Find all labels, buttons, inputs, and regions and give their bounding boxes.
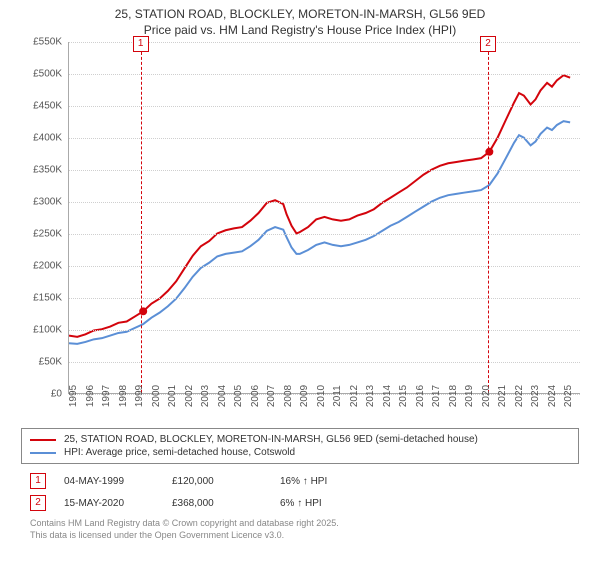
x-axis: 1995199619971998199920002001200220032004… xyxy=(68,394,580,422)
gridline-h xyxy=(69,138,580,139)
gridline-h xyxy=(69,362,580,363)
y-tick-label: £350K xyxy=(33,165,62,176)
event-delta: 6% ↑ HPI xyxy=(280,498,370,509)
legend-row-red: 25, STATION ROAD, BLOCKLEY, MORETON-IN-M… xyxy=(30,433,570,446)
x-tick-label: 2025 xyxy=(563,385,589,407)
gridline-h xyxy=(69,106,580,107)
marker-line-2 xyxy=(488,42,489,393)
y-tick-label: £450K xyxy=(33,101,62,112)
legend-label-blue: HPI: Average price, semi-detached house,… xyxy=(64,447,295,458)
y-tick-label: £100K xyxy=(33,325,62,336)
series-svg xyxy=(69,42,580,393)
event-delta: 16% ↑ HPI xyxy=(280,476,370,487)
marker-dot-2 xyxy=(485,148,493,156)
gridline-h xyxy=(69,298,580,299)
marker-badge-2: 2 xyxy=(480,36,496,52)
y-tick-label: £250K xyxy=(33,229,62,240)
footer: Contains HM Land Registry data © Crown c… xyxy=(30,518,570,541)
y-tick-label: £550K xyxy=(33,37,62,48)
chart-area: £0 £50K £100K £150K £200K £250K £300K £350K £400… xyxy=(20,42,580,422)
legend-swatch-blue xyxy=(30,452,56,454)
y-tick-label: £0 xyxy=(51,389,62,400)
event-badge-2: 2 xyxy=(30,495,46,511)
marker-badge-1: 1 xyxy=(133,36,149,52)
plot-area: 12 xyxy=(68,42,580,394)
y-tick-label: £150K xyxy=(33,293,62,304)
legend-row-blue: HPI: Average price, semi-detached house,… xyxy=(30,446,570,459)
title-line2: Price paid vs. HM Land Registry's House … xyxy=(0,22,600,38)
title-line1: 25, STATION ROAD, BLOCKLEY, MORETON-IN-M… xyxy=(0,6,600,22)
gridline-h xyxy=(69,234,580,235)
events-table: 1 04-MAY-1999 £120,000 16% ↑ HPI 2 15-MAY-202… xyxy=(30,470,570,514)
event-date: 04-MAY-1999 xyxy=(64,476,154,487)
y-tick-label: £500K xyxy=(33,69,62,80)
legend-swatch-red xyxy=(30,439,56,441)
gridline-h xyxy=(69,74,580,75)
y-tick-label: £400K xyxy=(33,133,62,144)
y-axis: £0 £50K £100K £150K £200K £250K £300K £350K £400… xyxy=(20,42,64,422)
event-row-1: 1 04-MAY-1999 £120,000 16% ↑ HPI xyxy=(30,470,570,492)
gridline-h xyxy=(69,266,580,267)
event-badge-1: 1 xyxy=(30,473,46,489)
event-price: £120,000 xyxy=(172,476,262,487)
gridline-h xyxy=(69,170,580,171)
gridline-h xyxy=(69,330,580,331)
marker-line-1 xyxy=(141,42,142,393)
y-tick-label: £300K xyxy=(33,197,62,208)
event-price: £368,000 xyxy=(172,498,262,509)
chart-title: 25, STATION ROAD, BLOCKLEY, MORETON-IN-M… xyxy=(0,6,600,38)
y-tick-label: £50K xyxy=(39,357,62,368)
footer-line2: This data is licensed under the Open Gov… xyxy=(30,530,570,542)
y-tick-label: £200K xyxy=(33,261,62,272)
legend-label-red: 25, STATION ROAD, BLOCKLEY, MORETON-IN-M… xyxy=(64,434,478,445)
footer-line1: Contains HM Land Registry data © Crown c… xyxy=(30,518,570,530)
legend: 25, STATION ROAD, BLOCKLEY, MORETON-IN-M… xyxy=(21,428,579,464)
event-row-2: 2 15-MAY-2020 £368,000 6% ↑ HPI xyxy=(30,492,570,514)
event-date: 15-MAY-2020 xyxy=(64,498,154,509)
gridline-h xyxy=(69,202,580,203)
